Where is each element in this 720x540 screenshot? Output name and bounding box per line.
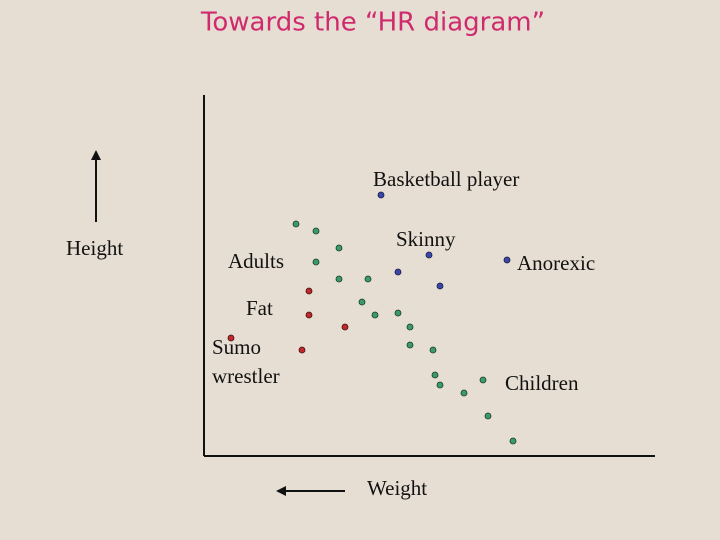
group-label: Skinny — [396, 227, 456, 251]
group-label: Adults — [228, 249, 284, 273]
group-label: Basketball player — [373, 167, 519, 191]
dots — [227, 191, 517, 445]
group-label: Fat — [246, 296, 273, 320]
group-label: Anorexic — [517, 251, 595, 275]
weight-arrow — [276, 486, 345, 496]
x-axis-label: Weight — [367, 476, 427, 500]
group-label: Children — [505, 371, 579, 395]
group-label: Sumo — [212, 335, 261, 359]
slide-title: Towards the “HR diagram” — [200, 8, 545, 38]
y-axis-label: Height — [66, 236, 123, 260]
group-label: wrestler — [212, 364, 280, 388]
height-arrow — [91, 150, 101, 222]
